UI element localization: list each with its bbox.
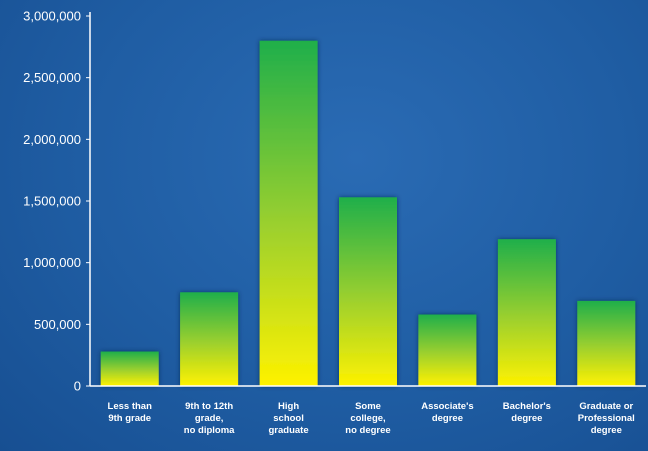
axes-group xyxy=(89,12,646,387)
y-tick-label: 3,000,000 xyxy=(23,9,81,24)
bar-4 xyxy=(418,314,477,386)
y-tick-label: 1,500,000 xyxy=(23,194,81,209)
y-tick-label: 1,000,000 xyxy=(23,255,81,270)
x-category-label: High school graduate xyxy=(269,401,309,436)
y-tick-label: 500,000 xyxy=(34,317,81,332)
x-category-label: Some college, no degree xyxy=(345,401,390,436)
x-category-labels: Less than 9th grade 9th to 12th grade, no di… xyxy=(108,401,635,436)
x-category-label: 9th to 12th grade, no diploma xyxy=(184,401,235,436)
bars-group xyxy=(100,40,636,386)
y-tick-labels: 0 500,000 1,000,000 1,500,000 2,000,000 2,500… xyxy=(23,9,90,394)
y-tick-label: 2,000,000 xyxy=(23,132,81,147)
bar-0 xyxy=(100,351,159,386)
x-category-label: Bachelor's degree xyxy=(503,401,551,424)
bar-6 xyxy=(577,300,636,386)
bar-3 xyxy=(339,197,397,386)
y-tick-label: 2,500,000 xyxy=(23,70,81,85)
x-category-label: Less than 9th grade xyxy=(108,401,153,424)
bar-2 xyxy=(259,40,318,386)
y-tick-label: 0 xyxy=(74,379,81,394)
bar-5 xyxy=(497,239,556,386)
bar-1 xyxy=(180,292,239,386)
x-category-label: Graduate or Professional degree xyxy=(578,401,635,436)
x-category-label: Associate's degree xyxy=(421,401,473,424)
